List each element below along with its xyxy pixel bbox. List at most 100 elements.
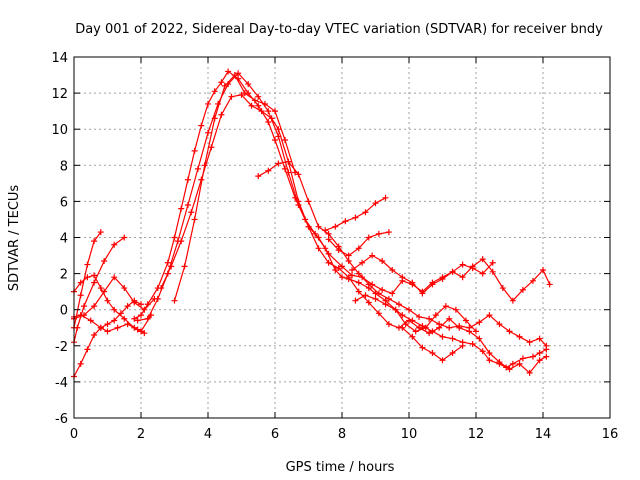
data-point — [101, 288, 108, 295]
data-point — [315, 234, 322, 241]
data-point — [111, 306, 118, 313]
data-point — [399, 274, 406, 281]
data-point — [332, 223, 339, 230]
data-point — [406, 306, 412, 313]
data-point — [469, 263, 476, 270]
data-point — [540, 266, 546, 273]
data-point — [342, 218, 349, 225]
y-tick-label: 4 — [60, 232, 68, 247]
data-point — [506, 328, 513, 335]
data-point — [201, 162, 208, 169]
series-sat-p — [399, 324, 466, 364]
data-point — [476, 319, 483, 326]
data-point — [178, 205, 185, 212]
data-point — [409, 279, 416, 286]
data-point — [459, 342, 466, 349]
data-point — [529, 277, 536, 284]
data-point — [131, 297, 138, 304]
data-point — [375, 230, 382, 237]
data-point — [476, 335, 483, 342]
data-point — [459, 274, 466, 281]
data-point — [245, 81, 252, 88]
series-sat-i — [158, 91, 550, 376]
data-point — [134, 317, 141, 324]
data-point — [97, 324, 104, 331]
data-point — [335, 265, 342, 272]
data-point — [345, 274, 352, 281]
data-point — [382, 194, 389, 201]
data-point — [111, 274, 118, 281]
data-point — [285, 158, 292, 165]
data-point — [349, 266, 356, 273]
data-point — [436, 321, 443, 328]
data-point — [486, 312, 493, 319]
data-point — [379, 286, 386, 293]
data-point — [442, 303, 449, 310]
data-point — [439, 333, 446, 340]
x-tick-label: 10 — [401, 427, 418, 442]
series-sat-h — [134, 70, 496, 324]
data-point — [362, 209, 369, 216]
data-point — [385, 295, 392, 302]
data-point — [211, 115, 218, 122]
data-point — [365, 281, 372, 288]
data-point — [355, 279, 362, 286]
data-point — [355, 288, 362, 295]
x-tick-label: 6 — [271, 427, 279, 442]
data-point — [519, 355, 526, 362]
data-point — [412, 328, 419, 335]
data-point — [77, 292, 84, 299]
data-point — [325, 250, 332, 257]
data-point — [178, 238, 185, 245]
data-point — [375, 310, 382, 317]
data-point — [315, 245, 322, 252]
data-point — [355, 245, 362, 252]
data-point — [117, 310, 124, 317]
data-point — [486, 350, 493, 357]
data-point — [473, 328, 479, 335]
data-point — [526, 369, 533, 376]
series-sat-n — [349, 252, 553, 304]
data-point — [205, 129, 211, 136]
data-point — [395, 301, 402, 308]
data-point — [121, 234, 128, 241]
data-point — [91, 238, 98, 245]
data-point — [101, 257, 108, 264]
x-tick-label: 4 — [204, 427, 212, 442]
data-point — [255, 102, 262, 109]
data-point — [255, 93, 262, 100]
data-point — [369, 252, 376, 259]
data-point — [205, 100, 211, 107]
data-point — [489, 259, 496, 266]
data-point — [419, 322, 426, 329]
data-point — [91, 272, 98, 279]
data-point — [406, 317, 412, 324]
y-tick-label: -4 — [55, 376, 68, 391]
data-point — [446, 324, 453, 331]
data-point — [131, 315, 138, 322]
data-point — [479, 348, 486, 355]
data-point — [426, 315, 433, 322]
data-point — [272, 108, 278, 115]
data-point — [529, 353, 536, 360]
data-point — [536, 357, 543, 364]
data-point — [188, 209, 195, 216]
data-point — [516, 360, 523, 367]
y-tick-label: 6 — [60, 195, 68, 210]
data-point — [258, 108, 265, 115]
data-point — [124, 321, 131, 328]
data-point — [221, 82, 228, 89]
data-point — [114, 324, 121, 331]
data-point — [261, 100, 268, 107]
data-point — [87, 317, 94, 324]
data-point — [449, 335, 456, 342]
data-point — [295, 171, 302, 178]
data-point — [479, 270, 486, 277]
data-point — [111, 317, 118, 324]
data-point — [349, 272, 356, 279]
data-point — [74, 324, 81, 331]
data-point — [84, 274, 91, 281]
series-sat-f — [71, 312, 148, 337]
data-point — [91, 331, 98, 338]
